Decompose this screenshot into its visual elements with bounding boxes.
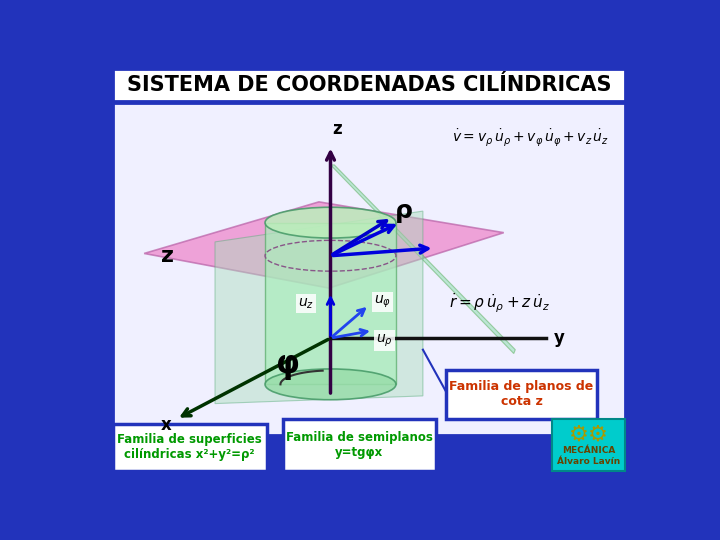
FancyBboxPatch shape	[283, 419, 436, 471]
Text: ⚙⚙: ⚙⚙	[569, 424, 608, 444]
FancyBboxPatch shape	[112, 69, 626, 101]
Text: $\dot{v} = v_\rho\,\dot{u}_\rho + v_\varphi\,\dot{u}_\varphi + v_z\,\dot{u}_z$: $\dot{v} = v_\rho\,\dot{u}_\rho + v_\var…	[452, 127, 609, 149]
Polygon shape	[265, 222, 396, 384]
Polygon shape	[215, 211, 423, 403]
Text: SISTEMA DE COORDENADAS CILÍNDRICAS: SISTEMA DE COORDENADAS CILÍNDRICAS	[127, 75, 611, 95]
Polygon shape	[330, 165, 516, 354]
Text: z: z	[332, 120, 342, 138]
Text: $\dot{r} = \rho\,\dot{u}_\rho + z\,\dot{u}_z$: $\dot{r} = \rho\,\dot{u}_\rho + z\,\dot{…	[449, 292, 550, 315]
Text: MECÁNICA
Álvaro Lavín: MECÁNICA Álvaro Lavín	[557, 446, 620, 465]
FancyBboxPatch shape	[552, 419, 625, 471]
Text: Familia de superficies
cilíndricas x²+y²=ρ²: Familia de superficies cilíndricas x²+y²…	[117, 434, 262, 462]
Ellipse shape	[265, 369, 396, 400]
FancyBboxPatch shape	[446, 370, 597, 419]
Text: x: x	[161, 416, 172, 434]
Polygon shape	[144, 202, 504, 288]
Text: $u_\varphi$: $u_\varphi$	[374, 294, 392, 310]
FancyBboxPatch shape	[113, 423, 266, 471]
Text: $u_\rho$: $u_\rho$	[376, 332, 393, 349]
Text: z: z	[161, 246, 174, 266]
FancyBboxPatch shape	[112, 103, 626, 435]
Ellipse shape	[265, 207, 396, 238]
Text: φ: φ	[276, 350, 300, 380]
Text: ρ: ρ	[395, 199, 413, 223]
Text: Familia de planos de
cota z: Familia de planos de cota z	[449, 380, 593, 408]
Text: Familia de semiplanos
y=tgφx: Familia de semiplanos y=tgφx	[286, 431, 433, 459]
Text: $u_z$: $u_z$	[298, 296, 314, 310]
Text: y: y	[554, 329, 564, 347]
